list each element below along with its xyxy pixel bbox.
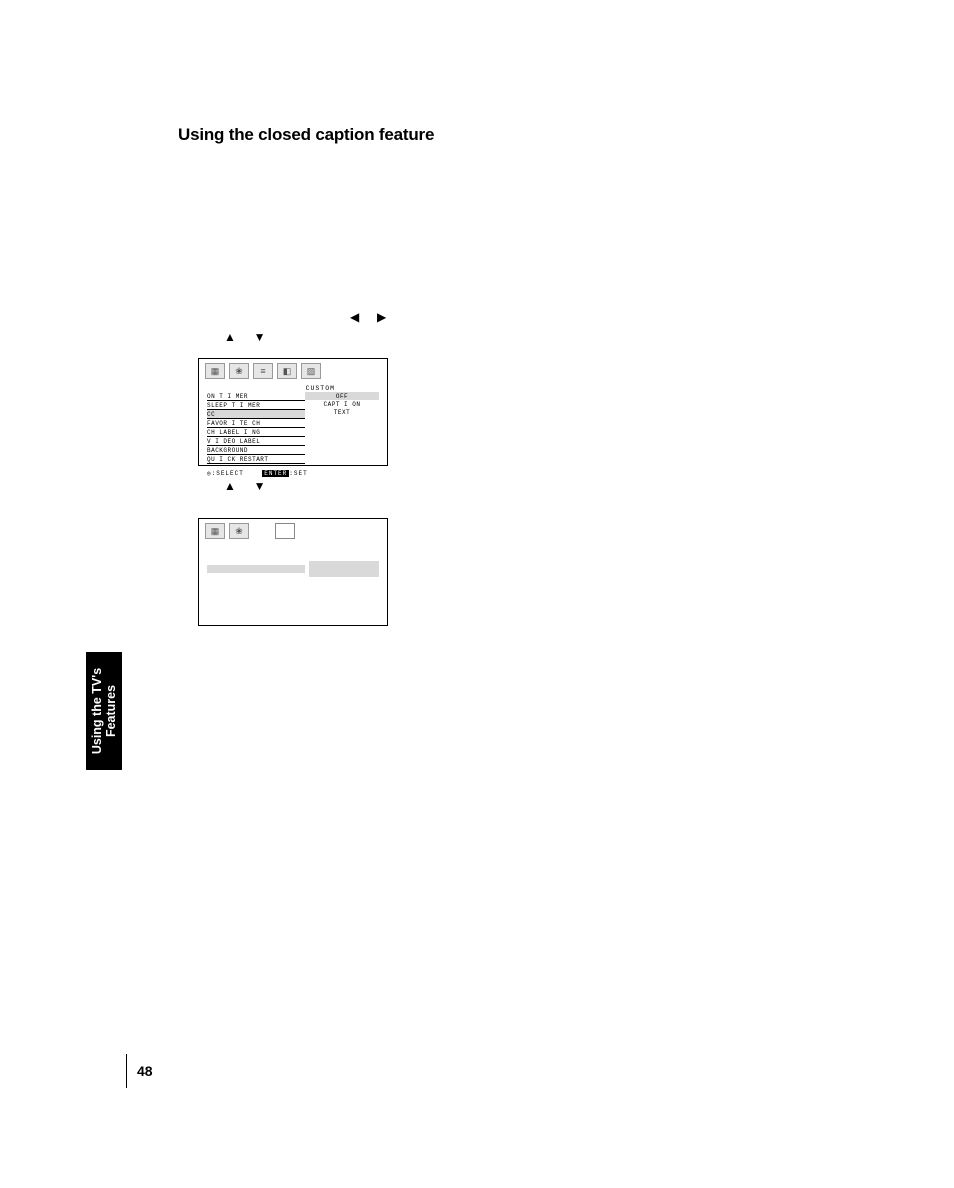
osd-menu-item: SLEEP T I MER [207, 401, 305, 410]
osd-option-item: TEXT [305, 408, 379, 416]
arrow-up-icon: ▲ [224, 480, 236, 492]
osd-tab-icon: ▦ [205, 363, 225, 379]
osd-menu-item: QU I CK RESTART [207, 455, 305, 464]
arrow-up-icon: ▲ [224, 331, 236, 343]
osd-grey-bar-left [207, 565, 305, 573]
osd-tab-icon: ≡ [253, 363, 273, 379]
osd-menu-item: CC [207, 410, 305, 419]
section-tab-line1: Using the TV's [90, 668, 104, 754]
osd-menu-item: CH LABEL I NG [207, 428, 305, 437]
osd-option-item: CAPT I ON [305, 400, 379, 408]
osd-tab-icon: ▦ [205, 523, 225, 539]
osd-grey-bar-right [309, 561, 379, 577]
osd-menu-item: FAVOR I TE CH [207, 419, 305, 428]
page-number: 48 [137, 1063, 153, 1079]
osd-menu-item: BACKGROUND [207, 446, 305, 455]
osd-tab-icon: ❀ [229, 523, 249, 539]
osd-hint-bar: ◎:SELECT ENTER:SET [199, 468, 387, 481]
osd-tab-icon: ◧ [277, 363, 297, 379]
osd-menu-list: ON T I MERSLEEP T I MERCCFAVOR I TE CHCH… [207, 392, 305, 464]
osd-tab-icon-blank [275, 523, 295, 539]
nav-arrows-ud-1: ▲ ▼ [224, 328, 266, 346]
osd-iconbar: ▦❀ [199, 519, 387, 543]
arrow-left-icon: ◀ [350, 311, 359, 323]
page-footer: 48 [126, 1054, 153, 1088]
nav-arrows-lr: ◀ ▶ [350, 308, 386, 326]
osd-options-list: OFFCAPT I ONTEXT [305, 392, 379, 464]
osd-tab-icon: ❀ [229, 363, 249, 379]
section-tab-line2: Features [104, 685, 118, 737]
page-heading: Using the closed caption feature [178, 125, 434, 145]
osd-menu-item: V I DEO LABEL [207, 437, 305, 446]
osd-menu-custom: ▦❀≡◧▨ CUSTOM ON T I MERSLEEP T I MERCCFA… [198, 358, 388, 466]
osd-menu-item: ON T I MER [207, 392, 305, 401]
arrow-down-icon: ▼ [254, 331, 266, 343]
osd-menu-secondary: ▦❀ [198, 518, 388, 626]
footer-rule [126, 1054, 127, 1088]
arrow-right-icon: ▶ [377, 311, 386, 323]
osd-iconbar: ▦❀≡◧▨ [199, 359, 387, 383]
section-tab: Using the TV's Features [86, 652, 122, 770]
osd-option-item: OFF [305, 392, 379, 400]
osd-tab-icon: ▨ [301, 363, 321, 379]
osd-title: CUSTOM [199, 385, 387, 392]
arrow-down-icon: ▼ [254, 480, 266, 492]
